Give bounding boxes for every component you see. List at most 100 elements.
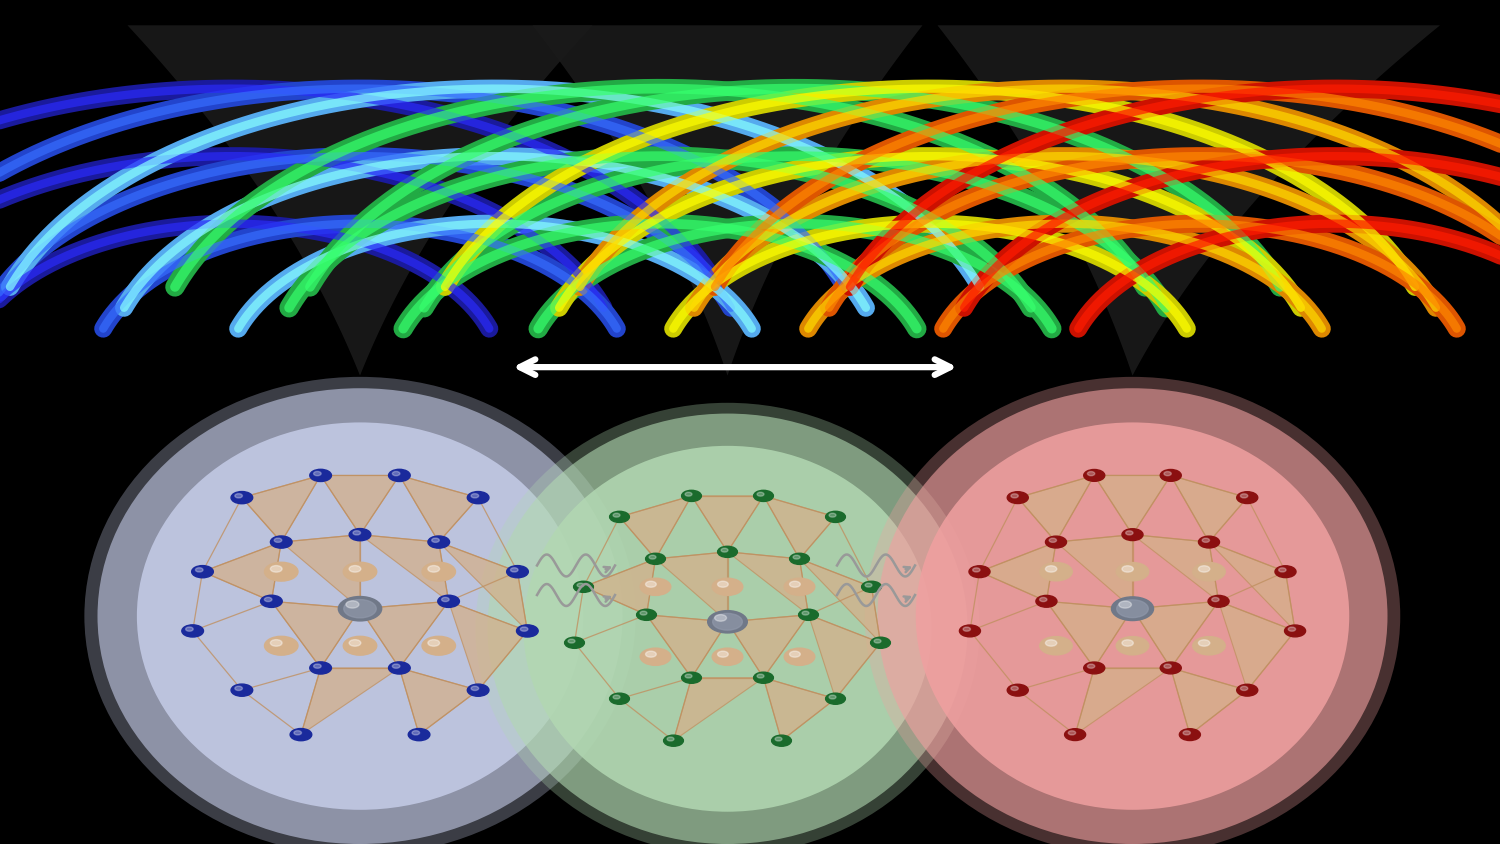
Circle shape: [352, 605, 360, 609]
Circle shape: [1083, 469, 1106, 481]
Circle shape: [344, 636, 376, 655]
Circle shape: [264, 562, 298, 582]
Circle shape: [1040, 563, 1072, 581]
Circle shape: [825, 511, 846, 522]
Circle shape: [1198, 640, 1210, 647]
Polygon shape: [360, 534, 448, 601]
Circle shape: [650, 555, 656, 559]
Circle shape: [413, 731, 420, 735]
Circle shape: [708, 611, 747, 633]
Circle shape: [427, 536, 450, 548]
Circle shape: [794, 555, 800, 559]
Circle shape: [865, 583, 871, 587]
Circle shape: [270, 640, 282, 647]
Ellipse shape: [98, 388, 622, 844]
Circle shape: [1122, 565, 1134, 572]
Circle shape: [717, 582, 729, 587]
Polygon shape: [399, 475, 478, 542]
Circle shape: [578, 583, 584, 587]
Circle shape: [1112, 597, 1154, 620]
Circle shape: [609, 511, 630, 522]
Polygon shape: [438, 542, 528, 631]
Circle shape: [663, 735, 684, 746]
Ellipse shape: [878, 388, 1388, 844]
Circle shape: [681, 490, 702, 501]
Circle shape: [471, 686, 478, 690]
Circle shape: [789, 554, 810, 565]
Circle shape: [310, 662, 332, 674]
Circle shape: [1208, 595, 1228, 607]
Polygon shape: [656, 552, 728, 622]
Polygon shape: [764, 678, 836, 741]
Circle shape: [645, 652, 657, 657]
Circle shape: [261, 595, 282, 608]
Circle shape: [352, 531, 360, 535]
Circle shape: [350, 565, 361, 572]
Circle shape: [468, 491, 489, 504]
Polygon shape: [202, 542, 282, 601]
Circle shape: [717, 652, 729, 657]
Polygon shape: [282, 534, 360, 609]
Circle shape: [686, 492, 692, 496]
Polygon shape: [728, 552, 809, 614]
Circle shape: [1046, 640, 1058, 647]
Circle shape: [1125, 605, 1132, 609]
Circle shape: [393, 664, 400, 668]
Circle shape: [1240, 494, 1248, 498]
Polygon shape: [302, 668, 399, 734]
Circle shape: [408, 728, 430, 741]
Circle shape: [1088, 664, 1095, 668]
Circle shape: [350, 603, 370, 614]
Circle shape: [516, 625, 538, 637]
Circle shape: [1288, 627, 1296, 631]
Circle shape: [776, 737, 782, 741]
Circle shape: [1122, 603, 1143, 614]
Circle shape: [468, 684, 489, 696]
Circle shape: [1011, 686, 1019, 690]
Circle shape: [963, 627, 970, 631]
Polygon shape: [764, 496, 836, 559]
Polygon shape: [938, 25, 1440, 376]
Polygon shape: [674, 678, 764, 741]
Circle shape: [182, 625, 204, 637]
Circle shape: [784, 648, 814, 665]
Circle shape: [1122, 640, 1134, 647]
Polygon shape: [1209, 542, 1294, 631]
Polygon shape: [272, 601, 360, 668]
Polygon shape: [584, 559, 656, 614]
Circle shape: [640, 578, 670, 595]
Ellipse shape: [864, 376, 1401, 844]
Circle shape: [1088, 472, 1095, 476]
Circle shape: [758, 674, 764, 678]
Circle shape: [195, 568, 202, 572]
Ellipse shape: [476, 403, 980, 844]
Circle shape: [422, 562, 456, 582]
Circle shape: [1164, 472, 1172, 476]
Circle shape: [1125, 531, 1132, 535]
Circle shape: [1065, 728, 1086, 740]
Polygon shape: [1132, 534, 1218, 601]
Polygon shape: [808, 614, 880, 699]
Polygon shape: [532, 25, 922, 376]
Circle shape: [1007, 684, 1029, 696]
Circle shape: [960, 625, 981, 637]
Circle shape: [1192, 563, 1225, 581]
Circle shape: [1212, 598, 1219, 602]
Circle shape: [471, 494, 478, 498]
Circle shape: [344, 562, 376, 582]
Circle shape: [802, 611, 808, 615]
Circle shape: [510, 568, 518, 572]
Circle shape: [314, 472, 321, 476]
Circle shape: [614, 695, 620, 699]
Polygon shape: [1170, 475, 1248, 542]
Circle shape: [264, 598, 272, 602]
Circle shape: [507, 565, 528, 578]
Circle shape: [614, 513, 620, 517]
Circle shape: [427, 640, 439, 647]
Circle shape: [231, 491, 252, 504]
Circle shape: [192, 565, 213, 578]
Circle shape: [874, 639, 880, 643]
Circle shape: [1036, 595, 1058, 607]
Ellipse shape: [136, 422, 584, 810]
Circle shape: [1160, 662, 1182, 674]
